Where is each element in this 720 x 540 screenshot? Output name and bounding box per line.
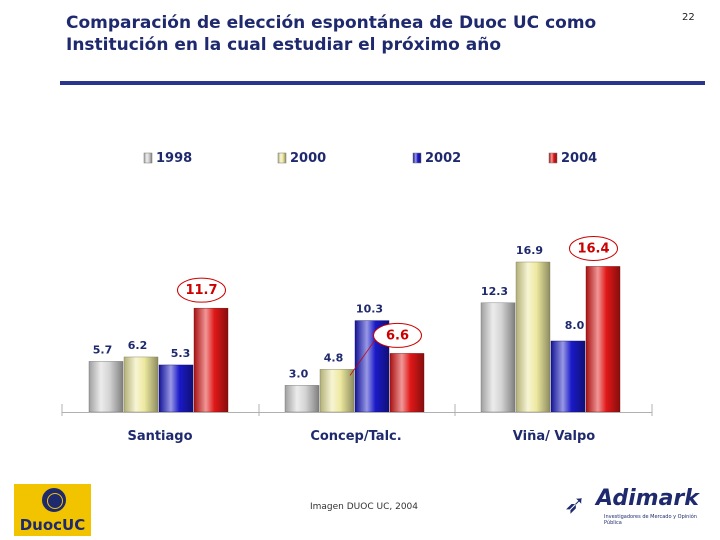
category-label-0: Santiago xyxy=(127,429,192,444)
chart-bars: 5.7 3.0 12.3 6.2 4.8 16.9 5.3 10.3 8.0 11.7 6.6 16.… xyxy=(88,235,621,413)
legend-label-2000: 2000 xyxy=(290,151,326,166)
bar-2004-0 xyxy=(193,307,229,413)
legend-swatch-2002 xyxy=(412,152,422,164)
legend-swatch-1998 xyxy=(143,152,153,164)
data-label-1998-2: 12.3 xyxy=(481,285,508,298)
data-label-2004-0: 11.7 xyxy=(185,283,217,298)
bar-1998-0 xyxy=(88,361,124,413)
legend-swatch-2000 xyxy=(277,152,287,164)
bar-2004-1 xyxy=(389,353,425,413)
university-seal-icon xyxy=(40,486,68,514)
chart-axis: Santiago Concep/Talc. Viña/ Valpo xyxy=(61,404,653,444)
data-label-2000-0: 6.2 xyxy=(128,339,148,352)
data-label-2004-1: 6.6 xyxy=(386,328,409,343)
legend-label-2004: 2004 xyxy=(561,151,597,166)
data-label-2000-2: 16.9 xyxy=(516,244,543,257)
data-label-2002-0: 5.3 xyxy=(171,347,191,360)
bar-1998-2 xyxy=(480,302,516,413)
title-line-2: Institución en la cual estudiar el próxi… xyxy=(66,35,502,55)
adimark-tagline: Investigadores de Mercado y Opinión Públ… xyxy=(604,514,697,526)
data-label-2000-1: 4.8 xyxy=(324,351,344,364)
title-divider xyxy=(60,81,705,85)
data-label-2004-2: 16.4 xyxy=(577,241,609,256)
legend-label-1998: 1998 xyxy=(156,151,192,166)
callout-2004-0 xyxy=(177,277,226,303)
category-label-2: Viña/ Valpo xyxy=(513,429,595,444)
bar-2000-1 xyxy=(319,369,355,413)
page-number: 22 xyxy=(682,12,695,23)
adimark-logo-text: Adimark xyxy=(596,486,699,511)
category-label-1: Concep/Talc. xyxy=(310,429,401,444)
callout-pointer xyxy=(349,339,376,376)
callout-2004-2 xyxy=(569,235,618,261)
adimark-logo: ➶ Adimark Investigadores de Mercado y Op… xyxy=(560,484,700,532)
data-label-2002-1: 10.3 xyxy=(356,303,383,316)
callout-2004-1 xyxy=(373,322,422,348)
bar-1998-1 xyxy=(284,385,320,413)
legend-swatch-2004 xyxy=(548,152,558,164)
data-label-2002-2: 8.0 xyxy=(565,319,585,332)
bar-2002-0 xyxy=(158,364,194,413)
data-label-1998-1: 3.0 xyxy=(289,367,309,380)
adimark-mark-icon: ➶ xyxy=(564,490,586,520)
duoc-uc-logo-text: DuocUC xyxy=(19,516,86,534)
bar-2000-0 xyxy=(123,356,159,413)
bar-2000-2 xyxy=(515,261,551,413)
legend-label-2002: 2002 xyxy=(425,151,461,166)
chart-legend: 1998 2000 2002 2004 xyxy=(143,151,597,166)
bar-2004-2 xyxy=(585,266,621,413)
footer-caption: Imagen DUOC UC, 2004 xyxy=(310,502,418,512)
page-title: Comparación de elección espontánea de Du… xyxy=(66,12,666,56)
data-label-1998-0: 5.7 xyxy=(93,343,113,356)
title-line-1: Comparación de elección espontánea de Du… xyxy=(66,13,597,33)
bar-2002-2 xyxy=(550,340,586,413)
duoc-uc-logo: DuocUC xyxy=(14,484,91,536)
